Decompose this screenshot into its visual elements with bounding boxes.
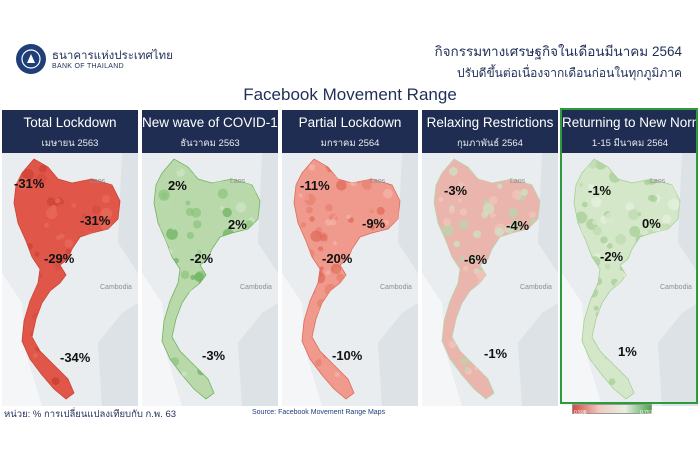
thailand-map xyxy=(562,153,698,406)
central-value: -29% xyxy=(44,251,75,266)
bottom-strip xyxy=(0,420,700,450)
map-panel-new-normal: Returning to New Normal 1-15 มีนาคม 2564… xyxy=(562,110,698,406)
north-value: -1% xyxy=(588,183,612,198)
northeast-value: -31% xyxy=(80,213,111,228)
panel-header: Partial Lockdown มกราคม 2564 xyxy=(282,110,418,153)
central-value: -20% xyxy=(322,251,353,266)
panel-date: 1-15 มีนาคม 2564 xyxy=(591,138,669,149)
panel-header: Total Lockdown เมษายน 2563 xyxy=(2,110,138,153)
laos-label: Laos xyxy=(370,178,386,185)
laos-label: Laos xyxy=(510,178,526,185)
south-value: -34% xyxy=(60,350,91,365)
panel-header: Returning to New Normal 1-15 มีนาคม 2564 xyxy=(562,110,698,153)
south-value: -3% xyxy=(202,348,226,363)
map-panel-new-wave: New wave of COVID-19 ธันวาคม 2563 Laos C… xyxy=(142,110,278,406)
panel-title: Partial Lockdown xyxy=(298,115,402,130)
panel-title: New wave of COVID-19 xyxy=(142,115,278,130)
unit-note: หน่วย: % การเปลี่ยนแปลงเทียบกับ ก.พ. 63 xyxy=(4,409,177,420)
panel-title: Relaxing Restrictions xyxy=(426,115,554,130)
thailand-map xyxy=(422,153,558,406)
panel-title: Total Lockdown xyxy=(23,115,117,130)
headline: กิจกรรมทางเศรษฐกิจในเดือนมีนาคม 2564 xyxy=(434,44,682,59)
northeast-value: -4% xyxy=(506,218,530,233)
central-value: -6% xyxy=(464,252,488,267)
central-value: -2% xyxy=(190,251,214,266)
cambodia-label: Cambodia xyxy=(240,284,272,291)
legend-max: 0.751 xyxy=(640,410,653,416)
cambodia-label: Cambodia xyxy=(380,284,412,291)
south-value: -10% xyxy=(332,348,363,363)
bank-logo-icon xyxy=(16,44,46,74)
northeast-value: 0% xyxy=(642,216,661,231)
bank-name-english: BANK OF THAILAND xyxy=(52,63,124,70)
northeast-value: -9% xyxy=(362,216,386,231)
central-value: -2% xyxy=(600,249,624,264)
map-panel-relaxing-restrictions: Relaxing Restrictions กุมภาพันธ์ 2564 La… xyxy=(422,110,558,406)
highlight-frame xyxy=(560,108,698,404)
cambodia-label: Cambodia xyxy=(520,284,552,291)
laos-label: Laos xyxy=(90,178,106,185)
north-value: -31% xyxy=(14,176,45,191)
thailand-map xyxy=(282,153,418,406)
laos-label: Laos xyxy=(230,178,246,185)
map-panel-partial-lockdown: Partial Lockdown มกราคม 2564 Laos Cambod… xyxy=(282,110,418,406)
legend-min: 0.598 xyxy=(574,410,587,416)
panel-header: New wave of COVID-19 ธันวาคม 2563 xyxy=(142,110,278,153)
north-value: 2% xyxy=(168,178,187,193)
south-value: -1% xyxy=(484,346,508,361)
northeast-value: 2% xyxy=(228,217,247,232)
panel-date: มกราคม 2564 xyxy=(320,138,380,149)
panel-date: กุมภาพันธ์ 2564 xyxy=(457,138,523,149)
color-legend-bar xyxy=(572,404,652,414)
panel-date: ธันวาคม 2563 xyxy=(180,138,240,149)
map-panel-total-lockdown: Total Lockdown เมษายน 2563 Laos Cambodia… xyxy=(2,110,138,406)
subheadline: ปรับดีขึ้นต่อเนื่องจากเดือนก่อนในทุกภูมิ… xyxy=(457,66,682,80)
thailand-map xyxy=(142,153,278,406)
panel-date: เมษายน 2563 xyxy=(41,138,99,149)
panel-title: Returning to New Normal xyxy=(562,115,698,130)
cambodia-label: Cambodia xyxy=(660,284,692,291)
source-note: Source: Facebook Movement Range Maps xyxy=(252,409,386,416)
north-value: -3% xyxy=(444,183,468,198)
page-title: Facebook Movement Range xyxy=(243,85,457,104)
cambodia-label: Cambodia xyxy=(100,284,132,291)
north-value: -11% xyxy=(300,178,330,193)
thailand-map xyxy=(2,153,138,406)
south-value: 1% xyxy=(618,344,637,359)
laos-label: Laos xyxy=(650,178,666,185)
panel-header: Relaxing Restrictions กุมภาพันธ์ 2564 xyxy=(422,110,558,153)
bank-name-thai: ธนาคารแห่งประเทศไทย xyxy=(52,50,173,62)
